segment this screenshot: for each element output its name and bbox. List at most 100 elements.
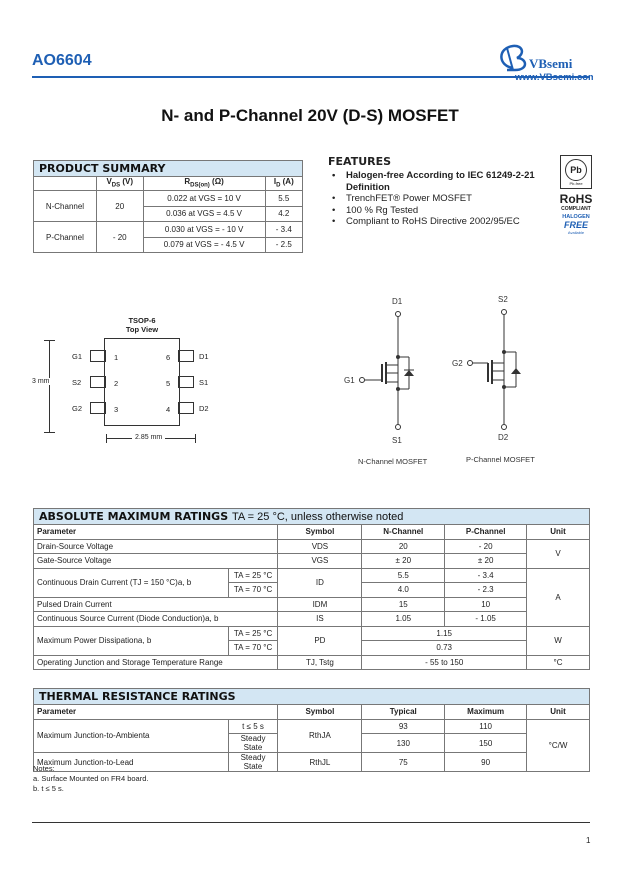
- cell: Continuous Drain Current (TJ = 150 °C)a,…: [33, 567, 229, 598]
- part-number: AO6604: [32, 52, 92, 69]
- feature-item: 100 % Rg Tested: [328, 205, 538, 217]
- cell: 150: [444, 733, 528, 753]
- thermal-title: THERMAL RESISTANCE RATINGS: [33, 688, 590, 705]
- col-header: Symbol: [277, 524, 363, 540]
- compliant-label: COMPLIANT: [561, 206, 591, 212]
- dimension-width: 2.85 mm: [132, 434, 166, 441]
- cell: Pulsed Drain Current: [32, 596, 279, 612]
- cell: PD: [277, 625, 363, 656]
- package-view: Top View: [125, 325, 159, 334]
- cell: TJ, Tstg: [277, 654, 363, 670]
- free-label: FREE: [563, 220, 588, 230]
- abs-max-title: ABSOLUTE MAXIMUM RATINGS TA = 25 °C, unl…: [33, 508, 590, 525]
- cell: RthJA: [277, 718, 363, 753]
- notes: Notes: a. Surface Mounted on FR4 board. …: [33, 764, 149, 794]
- cell: 0.030 at VGS = - 10 V: [142, 221, 266, 238]
- cell: 110: [444, 718, 528, 734]
- cell: V: [526, 538, 590, 569]
- pin-number: 1: [114, 353, 119, 362]
- note-a: a. Surface Mounted on FR4 board.: [33, 774, 149, 783]
- cell: 4.0: [361, 582, 446, 598]
- pin-g1: G1: [344, 376, 355, 385]
- cell: 93: [361, 718, 446, 734]
- pb-free-label: Pb-free: [569, 181, 583, 186]
- pin-number: 2: [114, 379, 119, 388]
- col-header: Symbol: [277, 704, 363, 720]
- cell: Operating Junction and Storage Temperatu…: [32, 654, 279, 670]
- cell: RthJL: [277, 752, 363, 772]
- rohs-label: RoHS: [559, 192, 593, 206]
- feature-item: Compliant to RoHS Directive 2002/95/EC: [328, 216, 538, 228]
- cell: ID: [277, 567, 363, 598]
- cell: Maximum Junction-to-Ambienta: [33, 718, 229, 753]
- cell: Gate-Source Voltage: [32, 553, 279, 569]
- cell: - 20: [95, 221, 144, 253]
- cell: 4.2: [264, 205, 304, 222]
- notes-title: Notes:: [33, 764, 55, 773]
- page-number: 1: [586, 836, 591, 845]
- pin-label: S1: [199, 378, 209, 387]
- cell: - 20: [444, 538, 528, 554]
- cell: Maximum Power Dissipationa, b: [33, 625, 229, 656]
- cell: 15: [361, 596, 446, 612]
- cell: W: [526, 625, 590, 656]
- thermal-resistance-table: THERMAL RESISTANCE RATINGS Parameter Symb…: [32, 688, 590, 772]
- rohs-badge: Pb Pb-free RoHS COMPLIANT HALOGEN FREE A…: [556, 155, 596, 235]
- cell: VDS: [277, 538, 363, 554]
- pin-s2: S2: [498, 295, 508, 304]
- pin-number: 3: [114, 405, 119, 414]
- pin-number: 6: [166, 353, 171, 362]
- pin-label: D1: [199, 352, 209, 361]
- cell: 130: [361, 733, 446, 753]
- pin-label: D2: [199, 404, 209, 413]
- cell: 20: [361, 538, 446, 554]
- col-header: Parameter: [32, 704, 279, 720]
- features-title: FEATURES: [328, 155, 392, 168]
- p-channel-label: P-Channel MOSFET: [466, 455, 535, 464]
- col-header: N-Channel: [361, 524, 446, 540]
- cell: Continuous Source Current (Diode Conduct…: [32, 611, 279, 627]
- n-channel-label: N-Channel MOSFET: [358, 457, 428, 466]
- pin-d1: D1: [392, 297, 403, 306]
- pin-label: G2: [72, 404, 83, 413]
- cell: - 2.3: [444, 582, 528, 598]
- dimension-height: 3 mm: [32, 378, 50, 385]
- cell: IS: [277, 611, 363, 627]
- cell: VGS: [277, 553, 363, 569]
- cell: - 3.4: [264, 221, 304, 238]
- pin-s1: S1: [392, 436, 402, 445]
- absolute-maximum-ratings-table: ABSOLUTE MAXIMUM RATINGS TA = 25 °C, unl…: [32, 508, 590, 670]
- mosfet-schematics: D1 G1 S1 S2 G2 D2 N-Channel MOSFET P-Cha…: [344, 295, 535, 466]
- col-header: Maximum: [444, 704, 528, 720]
- svg-text:www.VBsemi.com: www.VBsemi.com: [514, 72, 593, 82]
- col-rds: RDS(on) (Ω): [142, 175, 266, 191]
- col-header: P-Channel: [444, 524, 528, 540]
- col-header: Unit: [526, 704, 590, 720]
- cell: - 2.5: [264, 236, 304, 253]
- cell: 20: [95, 190, 144, 222]
- product-summary-table: PRODUCT SUMMARY VDS (V) RDS(on) (Ω) ID (A)…: [33, 160, 304, 253]
- product-summary-title: PRODUCT SUMMARY: [33, 160, 303, 177]
- col-header: Parameter: [32, 524, 279, 540]
- cell: Drain-Source Voltage: [32, 538, 279, 554]
- pin-d2: D2: [498, 433, 509, 442]
- cell: 0.022 at VGS = 10 V: [142, 190, 266, 207]
- cell: TA = 70 °C: [227, 640, 279, 656]
- col-id: ID (A): [264, 175, 304, 191]
- col-header: Unit: [526, 524, 590, 540]
- halogen-label: HALOGEN: [562, 214, 590, 220]
- cell: 1.15: [361, 625, 528, 641]
- svg-text:VBsemi: VBsemi: [529, 56, 573, 71]
- cell: - 3.4: [444, 567, 528, 583]
- col-blank: [33, 175, 97, 191]
- cell: P-Channel: [33, 221, 97, 253]
- features: FEATURES Halogen-free According to IEC 6…: [328, 155, 538, 228]
- header-divider: [32, 76, 590, 78]
- cell: - 1.05: [444, 611, 528, 627]
- package-name: TSOP-6: [128, 316, 156, 325]
- cell: °C: [526, 654, 590, 670]
- cell: 1.05: [361, 611, 446, 627]
- cell: 5.5: [361, 567, 446, 583]
- cell: 0.73: [361, 640, 528, 656]
- cell: 90: [444, 752, 528, 772]
